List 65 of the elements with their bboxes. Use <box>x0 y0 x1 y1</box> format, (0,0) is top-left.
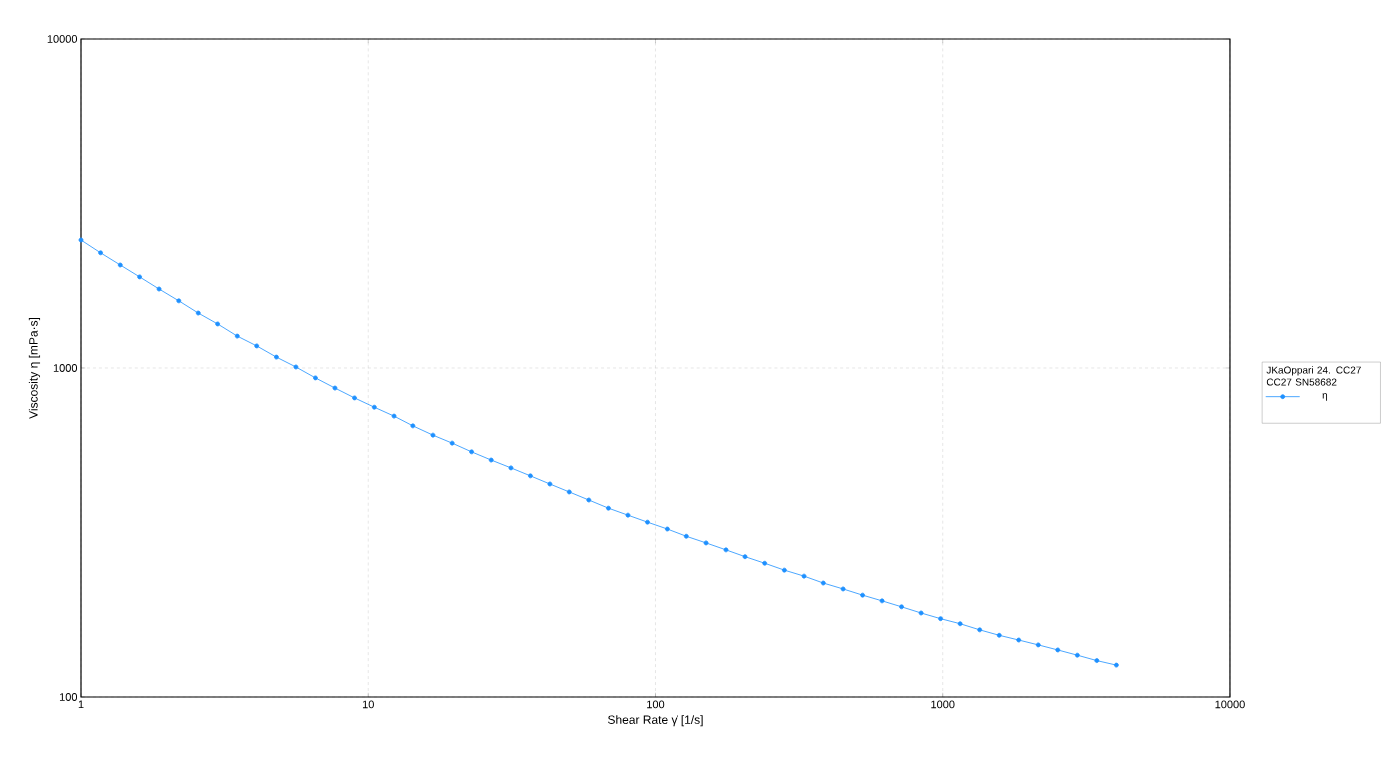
point <box>879 598 885 604</box>
point <box>1055 647 1061 653</box>
point <box>234 333 240 339</box>
point <box>625 512 631 518</box>
point <box>274 354 279 360</box>
point <box>1016 637 1022 643</box>
point <box>645 519 650 525</box>
y-tick-label: 1000 <box>53 364 78 372</box>
x-tick-label: 10000 <box>1215 700 1245 709</box>
point <box>1113 662 1119 668</box>
point <box>98 250 103 256</box>
point <box>938 616 943 622</box>
y-tick-label: 10000 <box>47 35 78 43</box>
point <box>860 592 865 598</box>
point <box>410 423 416 429</box>
point <box>156 286 162 292</box>
point <box>899 604 904 610</box>
point <box>352 395 357 401</box>
point <box>528 473 533 479</box>
point <box>176 298 182 304</box>
x-axis-title: Shear Rate γ̇ [1/s] <box>608 715 703 727</box>
x-tick-label: 1 <box>78 700 84 709</box>
x-tick-label: 1000 <box>931 700 955 709</box>
point <box>430 432 436 438</box>
point <box>332 385 338 391</box>
point <box>254 343 260 349</box>
point <box>371 404 377 410</box>
point <box>293 364 299 370</box>
point <box>137 274 143 280</box>
point <box>313 375 318 381</box>
point <box>703 540 709 546</box>
point <box>195 310 201 316</box>
point <box>508 465 514 471</box>
point <box>977 627 983 633</box>
point <box>1035 642 1041 648</box>
point <box>606 505 611 511</box>
x-tick-label: 10 <box>362 700 374 709</box>
point <box>215 321 221 327</box>
point <box>1094 658 1100 664</box>
point <box>449 440 455 446</box>
point <box>1074 652 1080 658</box>
point <box>742 554 748 560</box>
point <box>918 610 924 616</box>
y-tick-label: 100 <box>59 693 78 701</box>
point <box>391 413 397 419</box>
point <box>117 262 123 268</box>
point <box>820 580 826 586</box>
point <box>801 573 807 579</box>
point <box>723 547 729 553</box>
point <box>762 560 768 566</box>
point <box>566 489 572 495</box>
point <box>781 567 787 573</box>
point <box>683 533 689 539</box>
point <box>469 449 474 455</box>
point <box>957 621 963 627</box>
point <box>488 457 494 463</box>
point <box>78 237 84 243</box>
x-tick-label: 100 <box>647 700 665 709</box>
y-axis-title: Viscosity η [mPa·s] <box>28 317 41 419</box>
legend-label: η <box>1322 393 1328 401</box>
point <box>996 632 1002 638</box>
point <box>547 481 553 487</box>
point <box>664 526 670 532</box>
point <box>840 586 846 592</box>
point <box>586 497 592 503</box>
